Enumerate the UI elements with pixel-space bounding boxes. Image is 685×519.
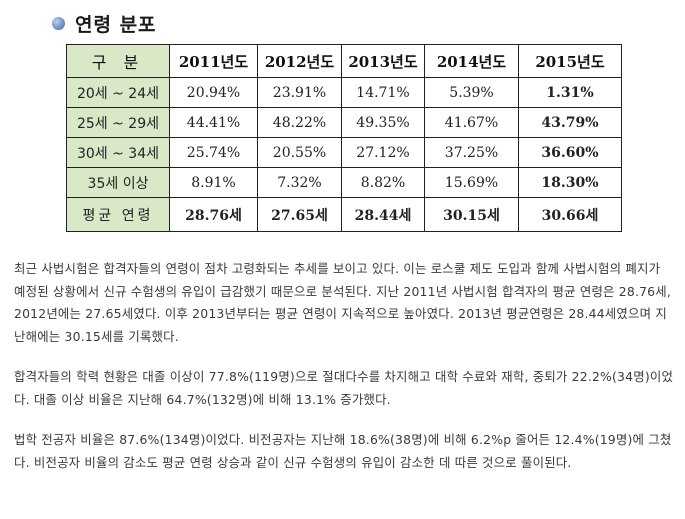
table-cell: 28.44세: [341, 197, 425, 232]
table-cell: 27.65세: [257, 197, 342, 232]
table-cell: 15.69%: [424, 167, 519, 198]
section-title: 연령 분포: [75, 13, 157, 36]
table-cell: 18.30%: [518, 167, 622, 198]
column-header-2012: 2012년도: [257, 44, 342, 78]
article-body: 최근 사법시험은 합격자들의 연령이 점차 고령화되는 추세를 보이고 있다. …: [14, 258, 674, 492]
table-cell: 37.25%: [424, 137, 519, 168]
row-label: 35세 이상: [66, 167, 170, 198]
table-row: 20세 ~ 24세 20.94% 23.91% 14.71% 5.39% 1.3…: [66, 77, 622, 108]
average-age-row: 평균 연령 28.76세 27.65세 28.44세 30.15세 30.66세: [66, 197, 622, 232]
table-cell: 25.74%: [169, 137, 258, 168]
table-cell: 49.35%: [341, 107, 425, 138]
row-label: 30세 ~ 34세: [66, 137, 170, 168]
table-row: 30세 ~ 34세 25.74% 20.55% 27.12% 37.25% 36…: [66, 137, 622, 168]
table-cell: 5.39%: [424, 77, 519, 108]
table-row: 25세 ~ 29세 44.41% 48.22% 49.35% 41.67% 43…: [66, 107, 622, 138]
table-cell: 8.91%: [169, 167, 258, 198]
paragraph: 최근 사법시험은 합격자들의 연령이 점차 고령화되는 추세를 보이고 있다. …: [14, 261, 671, 344]
table-cell: 20.55%: [257, 137, 342, 168]
paragraph: 법학 전공자 비율은 87.6%(134명)이었다. 비전공자는 지난해 18.…: [14, 432, 672, 470]
age-distribution-table: 구 분 2011년도 2012년도 2013년도 2014년도 2015년도 2…: [66, 44, 622, 232]
table-cell: 8.82%: [341, 167, 425, 198]
table-cell: 30.15세: [424, 197, 519, 232]
row-label: 25세 ~ 29세: [66, 107, 170, 138]
table-cell: 27.12%: [341, 137, 425, 168]
row-label: 평균 연령: [66, 197, 170, 232]
bullet-icon: [52, 16, 65, 30]
table-cell: 44.41%: [169, 107, 258, 138]
column-header-2014: 2014년도: [424, 44, 519, 78]
row-label: 20세 ~ 24세: [66, 77, 170, 108]
table-cell: 7.32%: [257, 167, 342, 198]
table-cell: 20.94%: [169, 77, 258, 108]
table-row: 35세 이상 8.91% 7.32% 8.82% 15.69% 18.30%: [66, 167, 622, 198]
table-cell: 48.22%: [257, 107, 342, 138]
table-cell: 41.67%: [424, 107, 519, 138]
section-heading: 연령 분포: [52, 10, 157, 36]
column-header-2015: 2015년도: [518, 44, 622, 78]
table-cell: 14.71%: [341, 77, 425, 108]
table-cell: 23.91%: [257, 77, 342, 108]
column-header-category: 구 분: [66, 44, 170, 78]
paragraph: 합격자들의 학력 현황은 대졸 이상이 77.8%(119명)으로 절대다수를 …: [14, 369, 674, 407]
table-cell: 43.79%: [518, 107, 622, 138]
column-header-2013: 2013년도: [341, 44, 425, 78]
table-header-row: 구 분 2011년도 2012년도 2013년도 2014년도 2015년도: [66, 44, 622, 78]
table-cell: 28.76세: [169, 197, 258, 232]
column-header-2011: 2011년도: [169, 44, 258, 78]
table-cell: 1.31%: [518, 77, 622, 108]
table-cell: 36.60%: [518, 137, 622, 168]
table-cell: 30.66세: [518, 197, 622, 232]
